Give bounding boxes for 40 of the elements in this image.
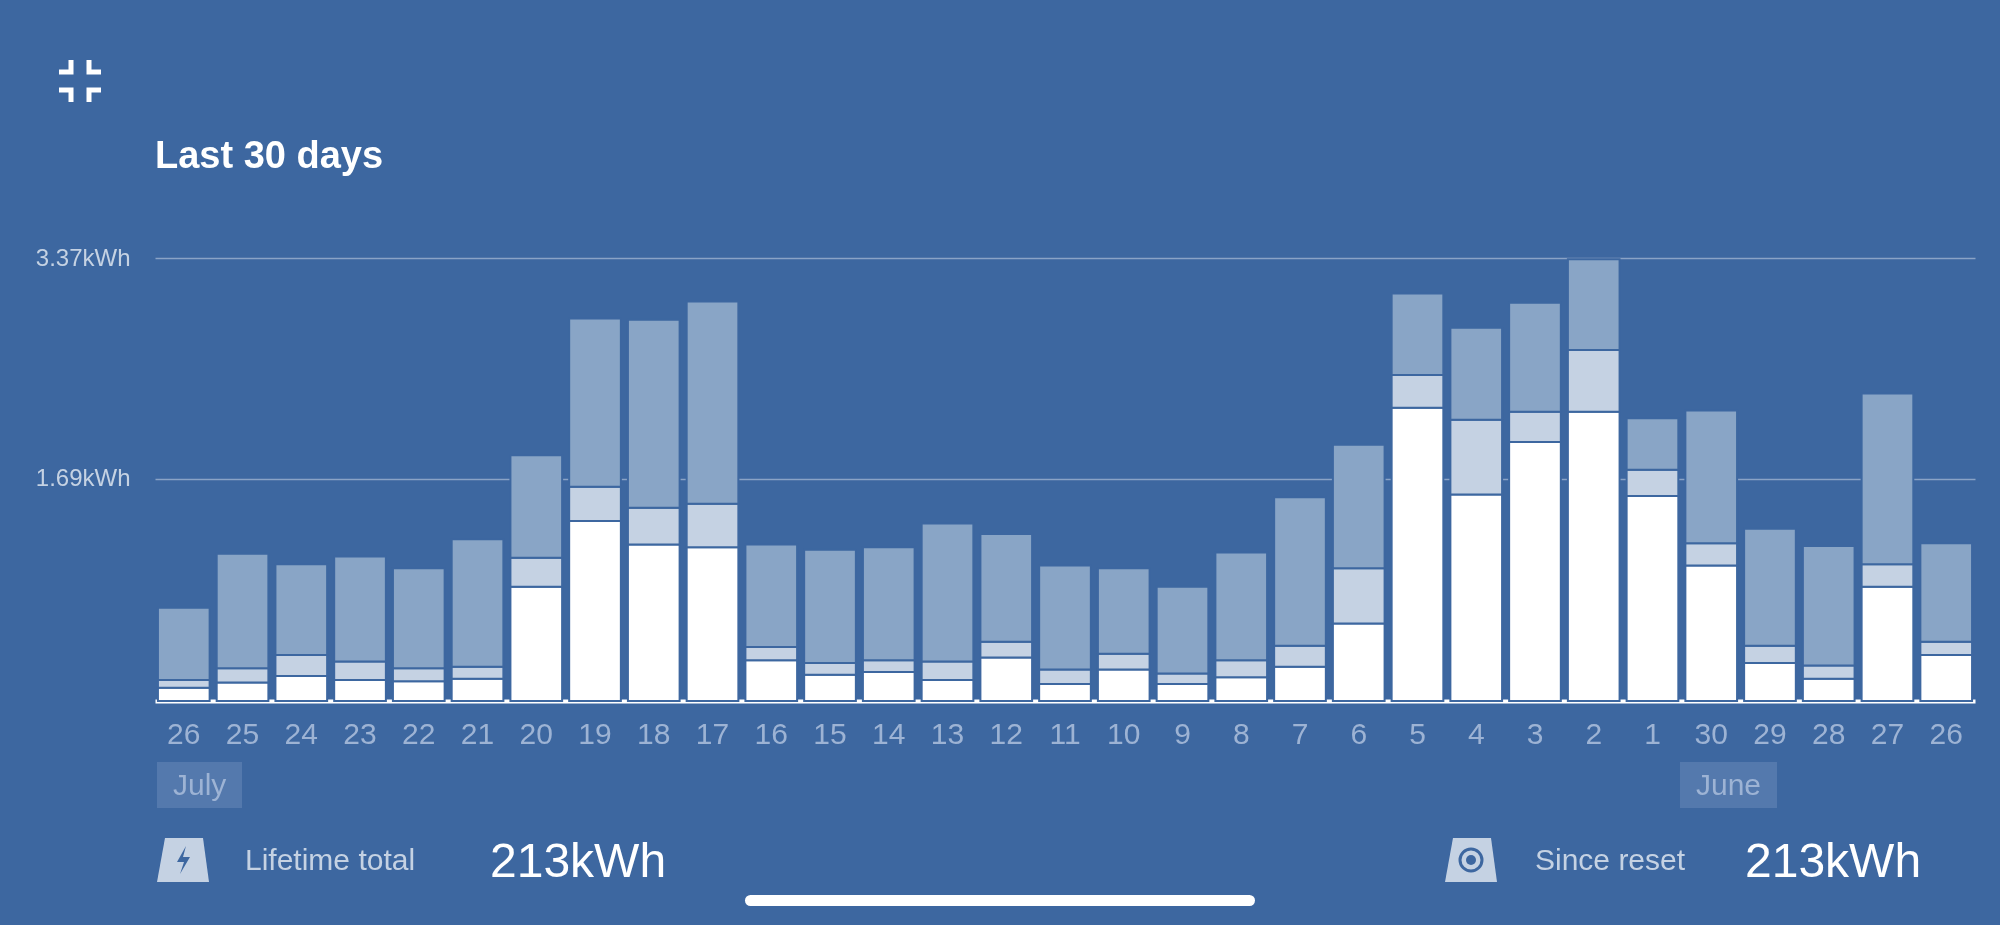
- x-tick-label: 29: [1753, 716, 1787, 750]
- x-tick-label: 6: [1350, 716, 1368, 750]
- x-tick-label: 8: [1232, 716, 1250, 750]
- text: 213kWh: [490, 833, 667, 887]
- x-tick-label: 18: [637, 716, 671, 750]
- x-tick-label: 13: [930, 716, 965, 750]
- x-tick-label: 3: [1526, 716, 1544, 750]
- x-tick-label: 21: [460, 716, 495, 750]
- x-tick-label: 11: [1049, 716, 1081, 750]
- y-tick-label: 3.37kWh: [35, 243, 131, 271]
- text: 213kWh: [1745, 833, 1922, 887]
- x-tick-label: 17: [695, 716, 730, 750]
- x-tick-label: 24: [284, 716, 318, 750]
- x-tick-label: 30: [1694, 716, 1728, 750]
- x-tick-label: 16: [754, 716, 788, 750]
- x-tick-label: 22: [402, 716, 436, 750]
- x-tick-label: 5: [1409, 716, 1426, 750]
- text: July: [157, 762, 243, 808]
- x-tick-label: 2: [1585, 716, 1603, 750]
- x-tick-label: 1: [1644, 716, 1661, 750]
- x-tick-label: 26: [1929, 716, 1963, 750]
- x-tick-label: 19: [578, 716, 612, 750]
- y-tick-label: 1.69kWh: [35, 464, 131, 492]
- text: Lifetime total: [245, 842, 416, 878]
- x-tick-label: 14: [872, 716, 906, 750]
- x-tick-label: 4: [1467, 716, 1485, 750]
- x-tick-label: 28: [1812, 716, 1846, 750]
- x-tick-label: 20: [519, 716, 553, 750]
- x-tick-label: 25: [225, 716, 260, 750]
- x-tick-label: 12: [989, 716, 1023, 750]
- x-tick-label: 9: [1174, 716, 1191, 750]
- x-tick-label: 10: [1107, 716, 1141, 750]
- text: June: [1680, 762, 1778, 808]
- x-tick-label: 27: [1870, 716, 1905, 750]
- x-tick-label: 7: [1291, 716, 1309, 750]
- text: Since reset: [1535, 842, 1686, 878]
- x-tick-label: 26: [167, 716, 201, 750]
- x-tick-label: 15: [813, 716, 847, 750]
- chart-title: Last 30 days: [155, 134, 384, 176]
- x-tick-label: 23: [343, 716, 377, 750]
